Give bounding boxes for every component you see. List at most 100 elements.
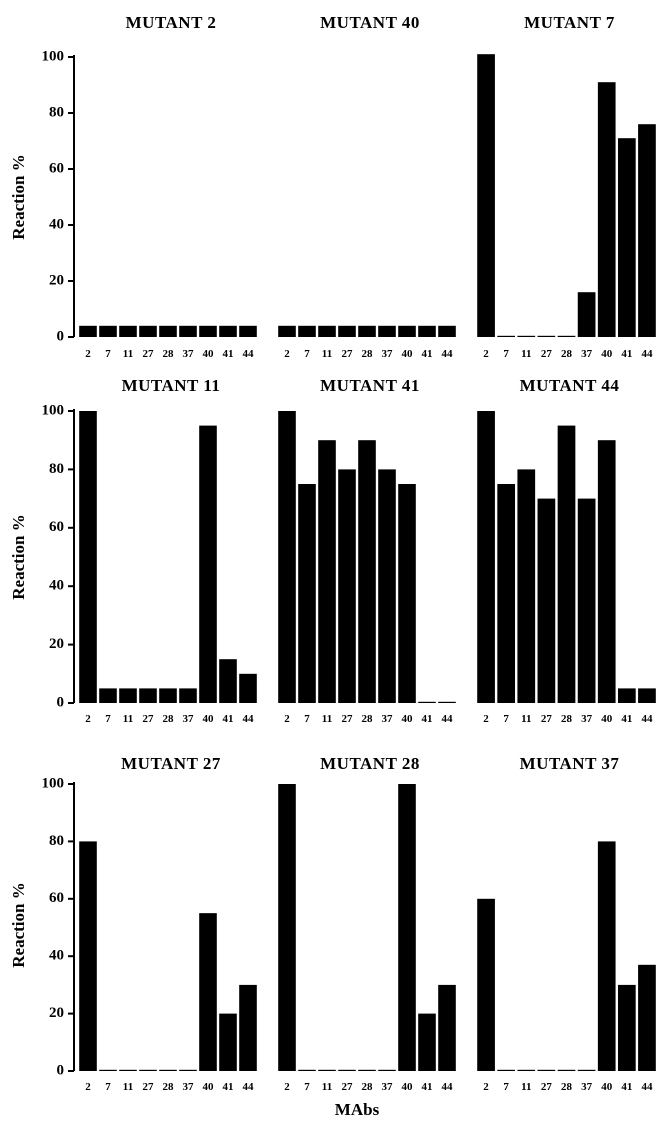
- bar-mab-11: [119, 325, 137, 337]
- chart-panel-9: MUTANT 372 7 11 27 28 37 40 41 44: [477, 754, 656, 1093]
- x-tick-label: 44: [641, 713, 653, 725]
- bar-mab-11: [517, 335, 536, 337]
- bar-mab-44: [239, 984, 257, 1071]
- bar-mab-7: [497, 1069, 516, 1071]
- bar-mab-37: [378, 1069, 396, 1071]
- bar-mab-28: [159, 325, 177, 337]
- bar-mab-27: [139, 325, 157, 337]
- x-tick-label: 28: [163, 348, 175, 360]
- x-tick-label: 2: [284, 713, 290, 725]
- x-tick-label: 2: [483, 1081, 489, 1093]
- x-tick-label: 40: [601, 1081, 613, 1093]
- bar-mab-28: [557, 425, 576, 703]
- bar-mab-37: [577, 1069, 596, 1071]
- x-tick-label: 40: [203, 1081, 215, 1093]
- x-axis-label: MAbs: [335, 1100, 380, 1119]
- y-tick-label: 40: [49, 948, 64, 964]
- x-tick-label: 37: [581, 1081, 593, 1093]
- x-tick-label: 40: [601, 713, 613, 725]
- bar-mab-40: [597, 82, 616, 337]
- x-tick-label: 11: [123, 348, 133, 360]
- x-tick-label: 28: [561, 1081, 573, 1093]
- bar-mab-28: [358, 1069, 376, 1071]
- x-tick-label: 41: [422, 348, 433, 360]
- x-tick-label: 27: [541, 1081, 553, 1093]
- bar-mab-27: [338, 1069, 356, 1071]
- bar-mab-40: [199, 325, 217, 337]
- bar-mab-40: [398, 484, 416, 703]
- x-tick-label: 7: [503, 713, 509, 725]
- bar-mab-44: [638, 124, 656, 337]
- bar-mab-37: [378, 325, 396, 337]
- bar-mab-2: [79, 411, 97, 703]
- bar-mab-37: [378, 469, 396, 703]
- x-tick-label: 40: [402, 713, 414, 725]
- x-tick-label: 37: [382, 1081, 394, 1093]
- chart-title: MUTANT 7: [524, 13, 615, 32]
- y-tick-label: 80: [49, 833, 64, 849]
- bar-mab-27: [338, 469, 356, 703]
- x-tick-label: 11: [322, 348, 332, 360]
- bar-mab-11: [318, 440, 336, 703]
- x-tick-label: 37: [382, 348, 394, 360]
- x-tick-label: 40: [203, 348, 215, 360]
- y-tick-label: 60: [49, 890, 64, 906]
- bar-mab-27: [537, 1069, 556, 1071]
- chart-title: MUTANT 27: [121, 754, 221, 773]
- x-tick-label: 28: [561, 713, 573, 725]
- bar-mab-41: [418, 701, 436, 703]
- y-tick-label: 40: [49, 216, 64, 232]
- bar-mab-41: [617, 984, 636, 1071]
- y-tick-label: 40: [49, 578, 64, 594]
- bar-mab-11: [119, 688, 137, 703]
- bar-mab-2: [79, 325, 97, 337]
- bar-mab-27: [537, 335, 556, 337]
- y-tick-label: 20: [49, 636, 64, 652]
- x-tick-label: 37: [183, 1081, 195, 1093]
- y-tick-label: 20: [49, 272, 64, 288]
- x-tick-label: 27: [541, 348, 553, 360]
- x-tick-label: 27: [143, 713, 155, 725]
- x-tick-label: 7: [304, 1081, 310, 1093]
- chart-panel-2: MUTANT 402 7 11 27 28 37 40 41 44: [278, 13, 456, 360]
- bar-mab-7: [99, 1069, 117, 1071]
- bar-mab-27: [537, 498, 556, 703]
- chart-title: MUTANT 2: [126, 13, 217, 32]
- bar-mab-11: [318, 1069, 336, 1071]
- bar-mab-7: [298, 484, 316, 703]
- bar-mab-28: [358, 325, 376, 337]
- bar-mab-27: [338, 325, 356, 337]
- bar-mab-41: [617, 138, 636, 337]
- bar-mab-28: [557, 1069, 576, 1071]
- bar-mab-40: [597, 841, 616, 1071]
- bar-mab-40: [199, 913, 217, 1071]
- x-tick-label: 11: [322, 713, 332, 725]
- bar-mab-27: [139, 688, 157, 703]
- bar-mab-44: [438, 325, 456, 337]
- x-tick-label: 40: [402, 1081, 414, 1093]
- x-tick-label: 28: [362, 348, 374, 360]
- bar-mab-44: [239, 325, 257, 337]
- bar-mab-28: [358, 440, 376, 703]
- x-tick-label: 27: [143, 348, 155, 360]
- bar-mab-11: [517, 469, 536, 703]
- x-tick-label: 41: [621, 348, 632, 360]
- bar-mab-44: [438, 984, 456, 1071]
- y-tick-label: 0: [57, 694, 65, 710]
- x-tick-label: 7: [105, 1081, 111, 1093]
- bar-mab-44: [239, 673, 257, 703]
- bar-mab-41: [219, 1013, 237, 1071]
- y-tick-label: 100: [42, 48, 65, 64]
- x-tick-label: 41: [422, 1081, 433, 1093]
- x-tick-label: 11: [521, 1081, 531, 1093]
- bar-mab-7: [298, 1069, 316, 1071]
- chart-panel-3: MUTANT 72 7 11 27 28 37 40 41 44: [477, 13, 656, 360]
- bar-mab-37: [179, 688, 197, 703]
- bar-mab-41: [219, 659, 237, 703]
- y-tick-label: 60: [49, 160, 64, 176]
- x-tick-label: 40: [402, 348, 414, 360]
- bar-mab-40: [398, 784, 416, 1071]
- bar-mab-37: [577, 498, 596, 703]
- bar-mab-7: [99, 325, 117, 337]
